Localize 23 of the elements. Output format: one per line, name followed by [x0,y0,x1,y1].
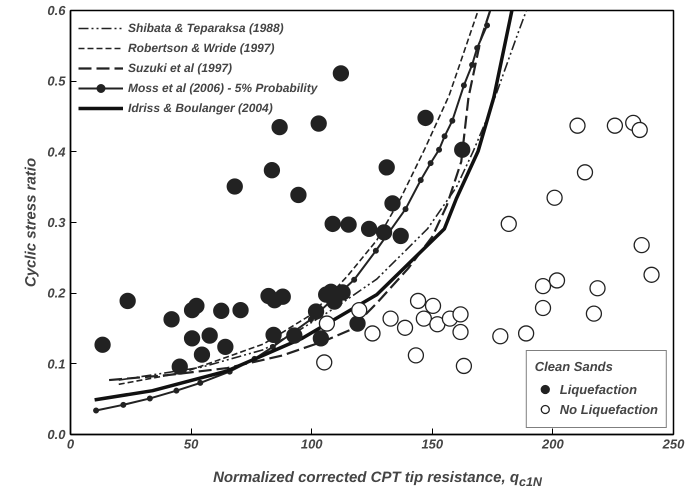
x-tick-label: 150 [421,436,444,452]
legend-label: Liquefaction [560,382,638,396]
y-tick-label: 0.0 [47,427,66,442]
legend-label: Suzuki et al (1997) [128,61,232,75]
y-tick-label: 0.3 [47,215,66,230]
x-tick-label: 250 [662,436,686,452]
y-tick-label: 0.2 [47,286,66,301]
legend-label: Shibata & Teparaksa (1988) [128,21,284,35]
legend-label: No Liquefaction [560,402,658,416]
x-tick-label: 200 [541,436,565,452]
y-tick-label: 0.4 [47,144,66,160]
y-tick-label: 0.5 [47,74,66,89]
x-tick-label: 100 [300,436,324,452]
legend-label: Moss et al (2006) - 5% Probability [128,81,318,95]
legend-label: Idriss & Boulanger (2004) [128,101,273,115]
legend-title: Clean Sands [534,359,614,374]
y-axis-title: Cyclic stress ratio [22,158,40,288]
y-tick-label: 0.1 [47,356,66,372]
y-tick-label: 0.6 [47,3,66,18]
x-axis-title: Normalized corrected CPT tip resistance, q$_{c1N}$ [213,468,542,491]
x-tick-label: 50 [184,436,200,452]
x-tick-label: 0 [66,436,75,452]
legend-label: Robertson & Wride (1997) [128,41,274,55]
